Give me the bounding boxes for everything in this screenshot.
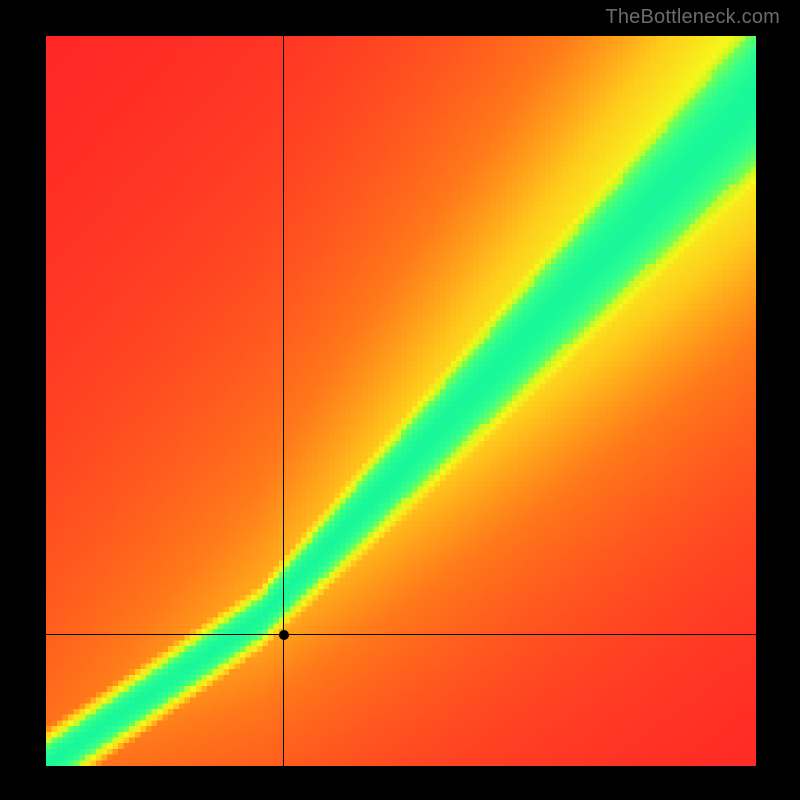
chart-root: TheBottleneck.com [0,0,800,800]
watermark-text: TheBottleneck.com [605,6,780,29]
heatmap-canvas [46,36,756,766]
heatmap-plot [46,36,756,766]
